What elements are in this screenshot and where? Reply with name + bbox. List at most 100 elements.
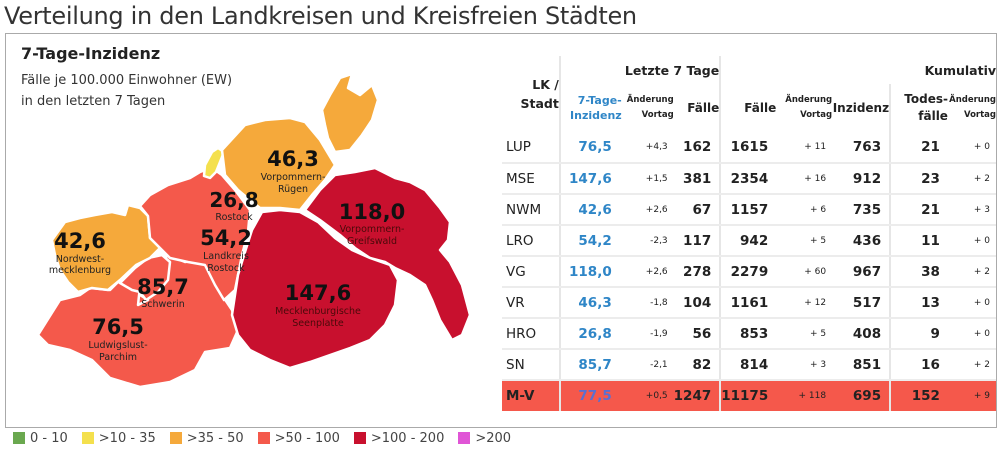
region-label-lro-1: Landkreis: [203, 251, 249, 262]
cell-cases-change: + 118: [776, 380, 833, 411]
table-row[interactable]: MSE 147,6 +1,5 381 2354 + 16 912 23 + 2: [502, 163, 996, 195]
cell-incidence-7day: 77,5: [558, 380, 622, 411]
col-header-change-line1: Änderung: [626, 95, 674, 105]
cell-incidence-total: 517: [832, 287, 891, 319]
cell-cases-change: + 12: [776, 287, 833, 319]
cell-cases-change: + 5: [776, 318, 833, 350]
cell-deaths-change: + 9: [947, 380, 996, 411]
region-vr-ruegen[interactable]: [320, 72, 380, 154]
cell-incidence-change: +0,5: [621, 380, 674, 411]
col-header-cases-total: Fälle: [719, 84, 777, 132]
col-header-incidence-change: Änderung Vortag: [622, 84, 674, 132]
region-label-hro: Rostock: [215, 212, 253, 223]
table-row[interactable]: VG 118,0 +2,6 278 2279 + 60 967 38 + 2: [502, 256, 996, 288]
cell-incidence-total: 436: [832, 225, 891, 257]
cell-deaths-change: + 3: [947, 194, 996, 226]
cell-deaths-change: + 2: [947, 163, 996, 195]
table-row[interactable]: VR 46,3 -1,8 104 1161 + 12 517 13 + 0: [502, 287, 996, 319]
col-header-7day-incidence[interactable]: 7-Tage- Inzidenz: [558, 84, 622, 132]
legend-swatch: [169, 432, 182, 444]
col-header-change-line2: Vortag: [963, 110, 996, 120]
table-row[interactable]: SN 85,7 -2,1 82 814 + 3 851 16 + 2: [502, 349, 996, 381]
region-label-lup-1: Ludwigslust-: [88, 340, 147, 351]
cell-cases-change: + 11: [776, 132, 833, 164]
cell-cases-7day: 1247: [673, 380, 721, 411]
region-label-lro-2: Rostock: [207, 263, 245, 274]
col-header-lk-line2: Stadt: [520, 96, 559, 111]
col-header-deaths: Todes- fälle: [889, 84, 948, 132]
cell-cases-total: 1615: [719, 132, 777, 164]
region-hro[interactable]: [202, 146, 226, 180]
region-vr[interactable]: [220, 116, 337, 212]
cell-cases-change: + 5: [776, 225, 833, 257]
region-label-mse-2: Seenplatte: [292, 318, 344, 329]
legend-item: 0 - 10: [13, 431, 68, 446]
col-header-deaths-change: Änderung Vortag: [948, 84, 996, 132]
cell-incidence-change: +2,6: [621, 256, 674, 288]
col-header-lk-line1: LK /: [532, 77, 559, 92]
legend-item: >35 - 50: [169, 431, 244, 446]
cell-deaths: 21: [889, 132, 948, 164]
legend-swatch: [13, 432, 25, 444]
cell-deaths: 21: [889, 194, 948, 226]
cell-cases-total: 814: [719, 349, 777, 381]
region-mse[interactable]: [230, 208, 400, 370]
cell-cases-change: + 6: [776, 194, 833, 226]
cell-district-name: VR: [502, 287, 560, 319]
col-header-cases-change: Änderung Vortag: [776, 84, 832, 132]
cell-incidence-total: 695: [832, 380, 891, 411]
region-value-lro: 54,2: [200, 226, 252, 250]
cell-deaths-change: + 0: [947, 287, 996, 319]
cell-deaths-change: + 0: [947, 318, 996, 350]
cell-incidence-7day: 42,6: [558, 194, 622, 226]
cell-district-name: HRO: [502, 318, 560, 350]
cell-cases-total: 1157: [719, 194, 777, 226]
table-row[interactable]: NWM 42,6 +2,6 67 1157 + 6 735 21 + 3: [502, 194, 996, 226]
cell-deaths-change: + 2: [947, 349, 996, 381]
legend-swatch: [81, 432, 94, 444]
cell-district-name: MSE: [502, 163, 560, 195]
cell-cases-7day: 278: [673, 256, 721, 288]
legend-label: >10 - 35: [98, 430, 156, 446]
cell-cases-7day: 104: [673, 287, 721, 319]
col-header-incidence-total: Inzidenz: [832, 101, 890, 115]
cell-cases-total: 853: [719, 318, 777, 350]
cell-deaths: 38: [889, 256, 948, 288]
table-row[interactable]: LUP 76,5 +4,3 162 1615 + 11 763 21 + 0: [502, 132, 996, 164]
col-header-change-line2: Vortag: [800, 110, 833, 120]
legend-label: >100 - 200: [370, 430, 445, 446]
cell-cases-total: 2354: [719, 163, 777, 195]
map-title: 7-Tage-Inzidenz: [21, 44, 161, 63]
cell-incidence-change: +1,5: [621, 163, 674, 195]
legend-swatch: [458, 432, 471, 444]
incidence-map-panel: 42,6 Nordwest- mecklenburg 26,8 Rostock …: [6, 34, 496, 426]
region-label-vg-2: Greifswald: [347, 236, 397, 247]
region-value-vr: 46,3: [267, 147, 319, 171]
col-header-change-line1: Änderung: [949, 95, 996, 105]
cell-incidence-total: 967: [832, 256, 891, 288]
cell-incidence-7day: 85,7: [558, 349, 622, 381]
cell-district-name: NWM: [502, 194, 560, 226]
table-row[interactable]: LRO 54,2 -2,3 117 942 + 5 436 11 + 0: [502, 225, 996, 257]
region-label-vr-1: Vorpommern-: [261, 172, 326, 183]
cell-cases-change: + 3: [776, 349, 833, 381]
col-header-deaths-line2: fälle: [918, 109, 948, 123]
cell-cases-change: + 60: [776, 256, 833, 288]
region-label-nwm-2: mecklenburg: [49, 265, 111, 276]
cell-district-name: LUP: [502, 132, 560, 164]
region-label-vg-1: Vorpommern-: [340, 224, 405, 235]
col-header-7day-incidence-line1: 7-Tage-: [577, 94, 622, 107]
cell-incidence-total: 912: [832, 163, 891, 195]
cell-deaths: 152: [889, 380, 948, 411]
cell-incidence-7day: 147,6: [558, 163, 622, 195]
table-row[interactable]: HRO 26,8 -1,9 56 853 + 5 408 9 + 0: [502, 318, 996, 350]
region-value-nwm: 42,6: [54, 229, 106, 253]
cell-deaths-change: + 2: [947, 256, 996, 288]
cell-cases-7day: 67: [673, 194, 721, 226]
cell-incidence-total: 851: [832, 349, 891, 381]
cell-deaths: 11: [889, 225, 948, 257]
cell-cases-7day: 82: [673, 349, 721, 381]
table-row-total[interactable]: M-V 77,5 +0,5 1247 11175 + 118 695 152 + 9: [502, 380, 996, 411]
cell-deaths: 16: [889, 349, 948, 381]
region-value-lup: 76,5: [92, 315, 144, 339]
